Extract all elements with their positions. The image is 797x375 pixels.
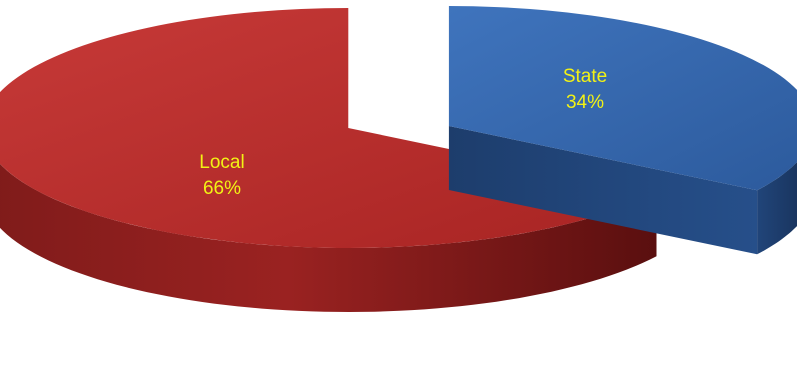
slice-side-state	[757, 162, 797, 255]
slice-top-state	[448, 6, 797, 191]
slice-cut-state	[448, 126, 758, 255]
slice-label-local: Local	[199, 152, 244, 173]
slice-state	[448, 6, 797, 255]
slice-side-local	[0, 163, 657, 312]
slice-value-state: 34%	[566, 92, 604, 113]
slice-value-local: 66%	[203, 178, 241, 199]
slice-label-state: State	[563, 66, 607, 87]
